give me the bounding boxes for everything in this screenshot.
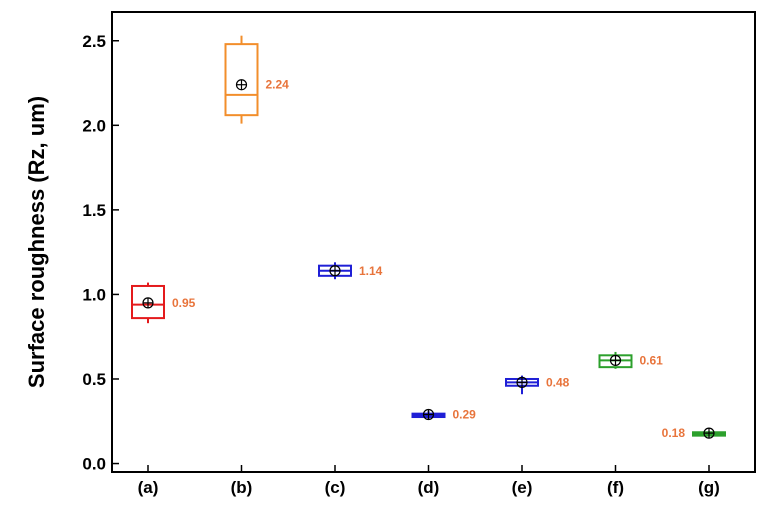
x-axis: (a) (b) (c) (d) (e) (f) (g)	[138, 465, 720, 497]
box-rect	[131, 284, 165, 320]
x-tick-label: (b)	[231, 478, 253, 497]
box-g: 0.18	[662, 426, 726, 440]
mean-value-label: 0.95	[172, 296, 196, 310]
mean-value-label: 0.61	[640, 353, 664, 367]
box-series: 0.95 2.24 1.14 0.29 0.48 0.61 0.18	[131, 35, 726, 440]
y-tick-label: 2.5	[82, 32, 106, 51]
box-c: 1.14	[318, 262, 383, 280]
plot-frame	[111, 11, 756, 473]
x-tick-label: (c)	[325, 478, 346, 497]
x-tick-label: (g)	[698, 478, 720, 497]
y-tick-label: 1.5	[82, 201, 106, 220]
mean-value-label: 0.48	[546, 375, 570, 389]
mean-value-label: 0.29	[453, 408, 477, 422]
y-tick-label: 2.0	[82, 116, 106, 135]
mean-value-label: 2.24	[266, 78, 290, 92]
box-d: 0.29	[411, 408, 477, 422]
y-tick-label: 0.5	[82, 370, 106, 389]
box-rect	[224, 43, 259, 117]
x-tick-label: (d)	[418, 478, 440, 497]
box-e: 0.48	[505, 375, 570, 395]
x-tick-label: (f)	[607, 478, 624, 497]
box-f: 0.61	[598, 351, 664, 369]
x-tick-label: (e)	[512, 478, 533, 497]
box-a: 0.95	[131, 282, 196, 324]
box-b: 2.24	[224, 35, 290, 124]
y-tick-label: 1.0	[82, 285, 106, 304]
y-axis-title: Surface roughness (Rz, um)	[24, 96, 49, 388]
x-tick-label: (a)	[138, 478, 159, 497]
y-tick-label: 0.0	[82, 455, 106, 474]
mean-value-label: 0.18	[662, 426, 686, 440]
mean-value-label: 1.14	[359, 264, 383, 278]
y-axis: 0.0 0.5 1.0 1.5 2.0 2.5	[82, 32, 119, 474]
